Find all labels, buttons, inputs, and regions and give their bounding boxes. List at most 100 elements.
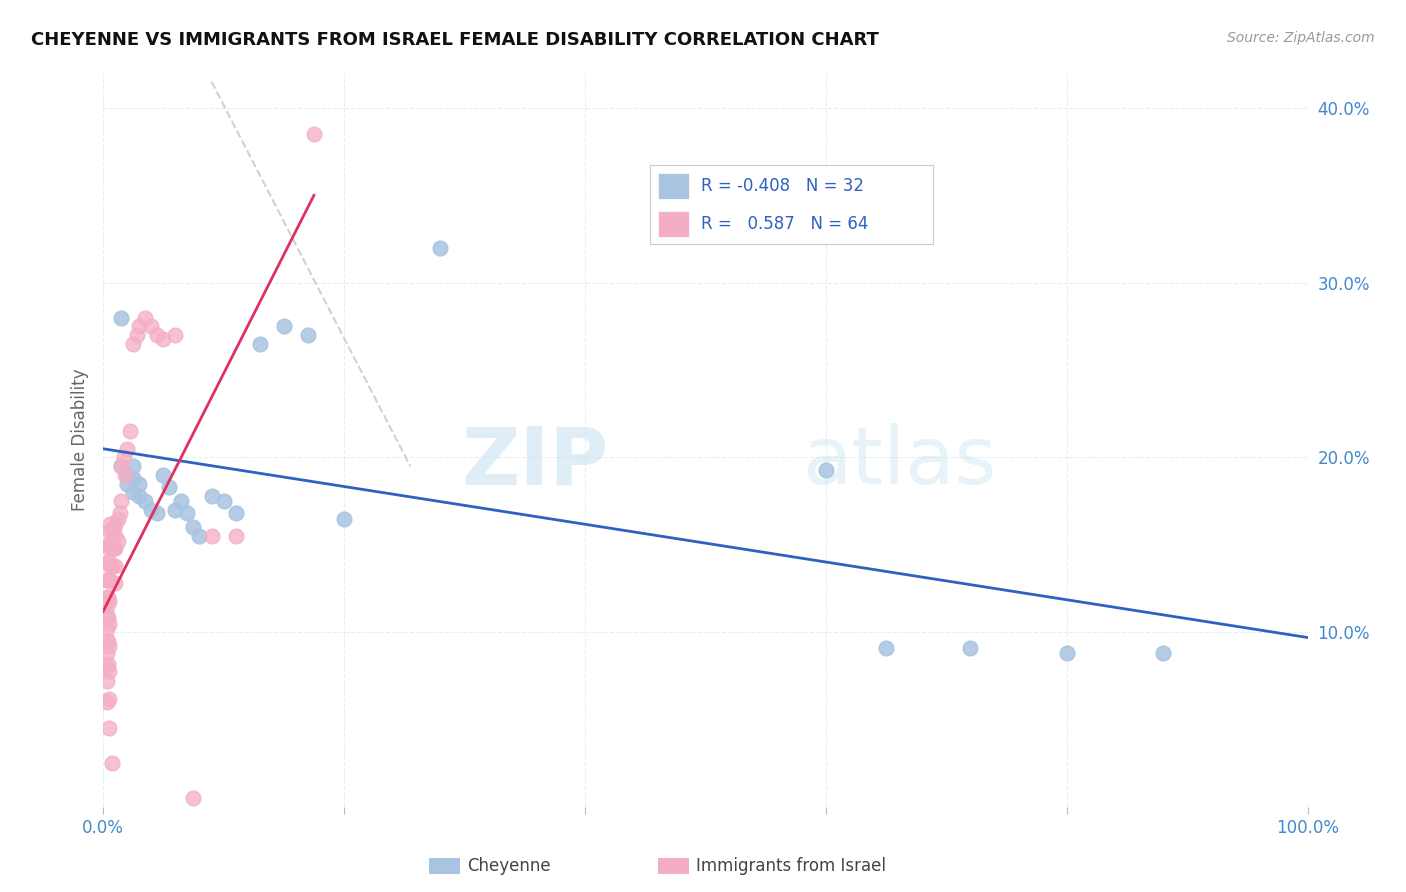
Point xyxy=(100,524,122,538)
Point xyxy=(98,722,121,736)
Point xyxy=(302,127,325,141)
Point xyxy=(97,591,120,605)
Point xyxy=(114,467,136,482)
Text: Cheyenne: Cheyenne xyxy=(467,857,550,875)
Point xyxy=(98,640,121,654)
Point xyxy=(107,534,129,549)
Point xyxy=(110,459,132,474)
Point xyxy=(96,646,118,660)
FancyBboxPatch shape xyxy=(658,211,689,236)
Point xyxy=(122,485,145,500)
Point xyxy=(188,529,211,543)
Point xyxy=(112,450,135,465)
Point xyxy=(101,541,124,556)
Point xyxy=(110,459,132,474)
Point xyxy=(212,494,235,508)
Point xyxy=(96,573,118,587)
Point xyxy=(122,459,145,474)
Point xyxy=(98,573,121,587)
Point xyxy=(429,241,451,255)
Point xyxy=(115,467,138,482)
Text: atlas: atlas xyxy=(801,423,995,501)
Point xyxy=(128,489,150,503)
Point xyxy=(165,328,187,343)
Point xyxy=(104,541,127,556)
Point xyxy=(115,442,138,456)
Point xyxy=(1056,646,1078,660)
Point xyxy=(97,538,120,552)
Text: R = -0.408   N = 32: R = -0.408 N = 32 xyxy=(700,177,863,195)
Point xyxy=(1152,646,1174,660)
Point xyxy=(200,489,222,503)
Point xyxy=(98,555,121,569)
Point xyxy=(100,756,122,771)
Point xyxy=(170,494,193,508)
Point xyxy=(146,507,169,521)
Point xyxy=(875,640,897,655)
Point xyxy=(333,511,356,525)
Point xyxy=(96,660,118,674)
Point xyxy=(98,524,121,538)
Point xyxy=(97,555,120,569)
Point xyxy=(115,476,138,491)
Point xyxy=(118,424,141,438)
Point xyxy=(157,480,180,494)
Point xyxy=(249,337,271,351)
Point xyxy=(122,337,145,351)
Point xyxy=(97,611,120,625)
Point xyxy=(225,529,247,543)
Point xyxy=(98,616,121,631)
Point xyxy=(141,319,163,334)
Point xyxy=(200,529,222,543)
Point xyxy=(146,328,169,343)
Point xyxy=(98,558,121,573)
Point xyxy=(110,310,132,325)
Text: R =   0.587   N = 64: R = 0.587 N = 64 xyxy=(700,215,868,233)
Text: Source: ZipAtlas.com: Source: ZipAtlas.com xyxy=(1227,31,1375,45)
Point xyxy=(96,622,118,636)
Point xyxy=(98,538,121,552)
Point xyxy=(98,541,121,556)
Point xyxy=(152,467,174,482)
Point xyxy=(98,691,121,706)
Point xyxy=(101,524,124,538)
Point xyxy=(273,319,295,334)
Point xyxy=(96,634,118,648)
Point xyxy=(97,573,120,587)
Point xyxy=(297,328,319,343)
Point xyxy=(96,591,118,605)
Point xyxy=(103,520,125,534)
Point xyxy=(97,657,120,671)
Point xyxy=(225,507,247,521)
Point xyxy=(814,463,837,477)
Point xyxy=(128,319,150,334)
Point xyxy=(108,507,131,521)
Point xyxy=(98,664,121,678)
Point xyxy=(104,529,127,543)
Point xyxy=(104,516,127,531)
Point xyxy=(152,332,174,346)
Point xyxy=(183,520,205,534)
FancyBboxPatch shape xyxy=(658,173,689,199)
Point xyxy=(183,791,205,805)
Point xyxy=(176,507,198,521)
Point xyxy=(122,471,145,485)
Y-axis label: Female Disability: Female Disability xyxy=(72,368,89,511)
Point xyxy=(134,494,156,508)
Point xyxy=(98,594,121,608)
Point xyxy=(104,576,127,591)
Text: Immigrants from Israel: Immigrants from Israel xyxy=(696,857,886,875)
Point xyxy=(959,640,981,655)
Point xyxy=(98,516,121,531)
Point xyxy=(141,503,163,517)
Point xyxy=(104,558,127,573)
Point xyxy=(134,310,156,325)
Point xyxy=(103,541,125,556)
Point xyxy=(128,476,150,491)
Text: ZIP: ZIP xyxy=(461,423,609,501)
Point xyxy=(100,541,122,556)
Point xyxy=(100,558,122,573)
Point xyxy=(96,695,118,709)
Point xyxy=(96,599,118,613)
Point xyxy=(96,607,118,622)
